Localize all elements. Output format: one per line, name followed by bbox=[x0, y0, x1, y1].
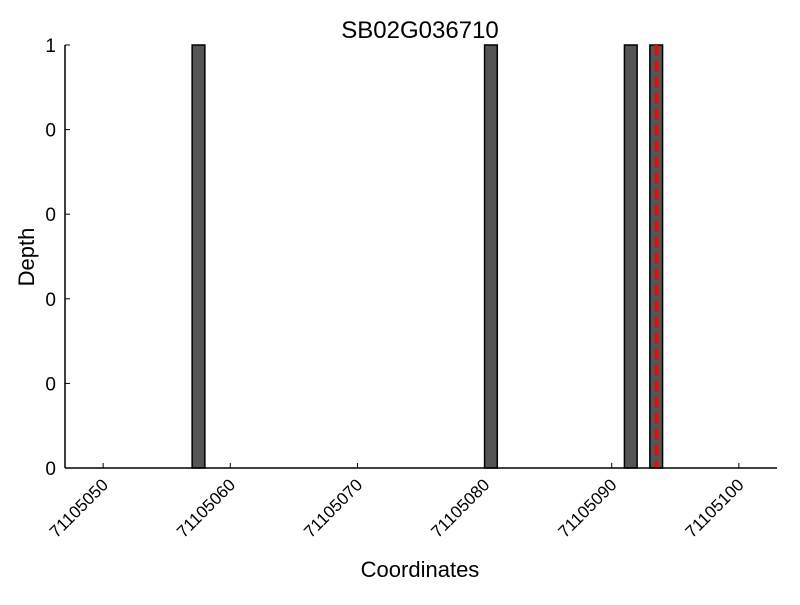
x-tick-label: 71105080 bbox=[427, 475, 493, 541]
y-axis-label: Depth bbox=[14, 228, 39, 287]
y-tick-label: 0 bbox=[45, 374, 56, 395]
x-tick-label: 71105100 bbox=[682, 475, 748, 541]
bar-2 bbox=[623, 44, 638, 469]
y-tick-label: 0 bbox=[45, 459, 56, 480]
x-tick-label: 71105060 bbox=[173, 475, 239, 541]
x-tick-label: 71105090 bbox=[555, 475, 621, 541]
x-tick-label: 71105050 bbox=[46, 475, 112, 541]
y-tick-label: 0 bbox=[45, 290, 56, 311]
y-tick-label: 0 bbox=[45, 205, 56, 226]
bar-1 bbox=[483, 44, 499, 469]
chart-title: SB02G036710 bbox=[341, 17, 498, 44]
x-tick-label: 71105070 bbox=[300, 475, 366, 541]
y-tick-label: 0 bbox=[45, 121, 56, 142]
bar-0 bbox=[191, 44, 206, 469]
y-tick-label: 1 bbox=[45, 36, 56, 57]
x-axis-label: Coordinates bbox=[361, 557, 480, 582]
